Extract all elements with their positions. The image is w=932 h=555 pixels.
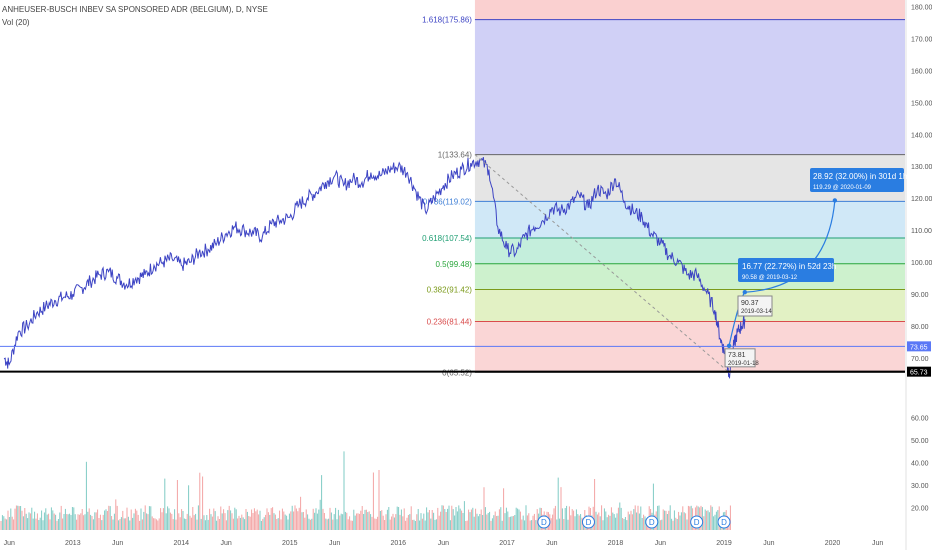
low-annotation-box [724, 348, 756, 368]
y-tick-label: 160.00 [911, 68, 932, 75]
x-tick-label: Jun [872, 540, 883, 547]
x-tick-label: Jun [221, 540, 232, 547]
x-tick-label: 2018 [608, 540, 624, 547]
chart-title: ANHEUSER-BUSCH INBEV SA SPONSORED ADR (B… [2, 5, 268, 14]
x-tick-label: 2016 [390, 540, 406, 547]
volume-tick-label: 50.00 [911, 438, 929, 445]
current-price-badge-bg [907, 341, 931, 352]
fib-level-label: 0(65.52) [442, 368, 472, 377]
fib-level-label: 0.236(81.44) [427, 317, 473, 326]
dividend-marker-label: D [541, 518, 547, 527]
y-tick-label: 70.00 [911, 356, 929, 363]
x-tick-label: Jun [655, 540, 666, 547]
callout-top-line2: 119.29 @ 2020-01-09 [813, 185, 872, 191]
y-tick-label: 100.00 [911, 260, 932, 267]
price-series-line [3, 157, 746, 379]
low-annotation-date: 2019-01-18 [728, 361, 759, 367]
x-tick-label: 2020 [825, 540, 841, 547]
dividend-marker-label: D [721, 518, 727, 527]
current-price-badge: 73.65 [910, 344, 928, 351]
fib-zone [474, 321, 905, 373]
high-annotation-date: 2019-03-14 [741, 309, 772, 315]
x-tick-label: Jun [546, 540, 557, 547]
y-tick-label: 130.00 [911, 164, 932, 171]
callout-top-line1: 28.92 (32.00%) in 301d 1h [813, 172, 907, 181]
dividend-marker-label: D [694, 518, 700, 527]
fib-trend-line [474, 154, 730, 373]
volume-indicator-label: Vol (20) [2, 18, 30, 27]
volume-tick-label: 60.00 [911, 416, 929, 423]
x-tick-label: 2014 [174, 540, 190, 547]
x-tick-label: Jun [763, 540, 774, 547]
y-tick-label: 90.00 [911, 292, 929, 299]
x-tick-label: 2019 [716, 540, 732, 547]
callout-mid-line1: 16.77 (22.72%) in 52d 23h [742, 262, 836, 271]
support-price-badge: 65.73 [910, 370, 928, 377]
callout-top-box [810, 168, 904, 192]
projection-point [742, 290, 748, 295]
y-tick-label: 180.00 [911, 4, 932, 11]
dividend-marker [537, 515, 551, 529]
x-tick-label: Jun [112, 540, 123, 547]
volume-tick-label: 30.00 [911, 483, 929, 490]
y-tick-label: 80.00 [911, 324, 929, 331]
y-tick-label: 150.00 [911, 100, 932, 107]
fib-zone [474, 238, 905, 264]
dividend-marker [690, 515, 704, 529]
projection-point [726, 343, 732, 349]
high-annotation-box [737, 295, 773, 317]
volume-tick-label: 20.00 [911, 506, 929, 513]
projection-curve [728, 200, 836, 346]
dividend-marker-label: D [586, 518, 592, 527]
projection-point [832, 198, 838, 203]
x-tick-label: 2015 [282, 540, 298, 547]
callout-mid-box [738, 258, 834, 282]
x-tick-label: 2013 [65, 540, 81, 547]
high-annotation-price: 90.37 [741, 300, 759, 307]
fib-level-label: 1.618(175.86) [422, 16, 472, 25]
fib-level-label: 1(133.64) [438, 151, 473, 160]
y-tick-label: 170.00 [911, 36, 932, 43]
x-tick-label: Jun [438, 540, 449, 547]
x-tick-label: Jun [4, 540, 15, 547]
fib-zone-top [474, 0, 905, 20]
fib-level-label: 0.5(99.48) [435, 260, 472, 269]
dividend-marker [717, 515, 731, 529]
fib-zone [474, 19, 905, 155]
fib-level-label: 0.618(107.54) [422, 234, 472, 243]
fib-level-label: 0.382(91.42) [427, 286, 473, 295]
fib-zone [474, 201, 905, 239]
support-price-badge-bg [907, 366, 931, 377]
dividend-marker [645, 515, 659, 529]
callout-mid-line2: 90.58 @ 2019-03-12 [742, 275, 798, 281]
y-tick-label: 110.00 [911, 228, 932, 235]
fib-zone [474, 289, 905, 322]
volume-tick-label: 40.00 [911, 461, 929, 468]
y-tick-label: 120.00 [911, 196, 932, 203]
low-annotation-price: 73.81 [728, 352, 746, 359]
x-tick-label: 2017 [499, 540, 515, 547]
dividend-marker [581, 515, 595, 529]
x-tick-label: Jun [329, 540, 340, 547]
y-tick-label: 140.00 [911, 132, 932, 139]
dividend-marker-label: D [649, 518, 655, 527]
fib-level-label: 0.786(119.02) [423, 197, 473, 206]
